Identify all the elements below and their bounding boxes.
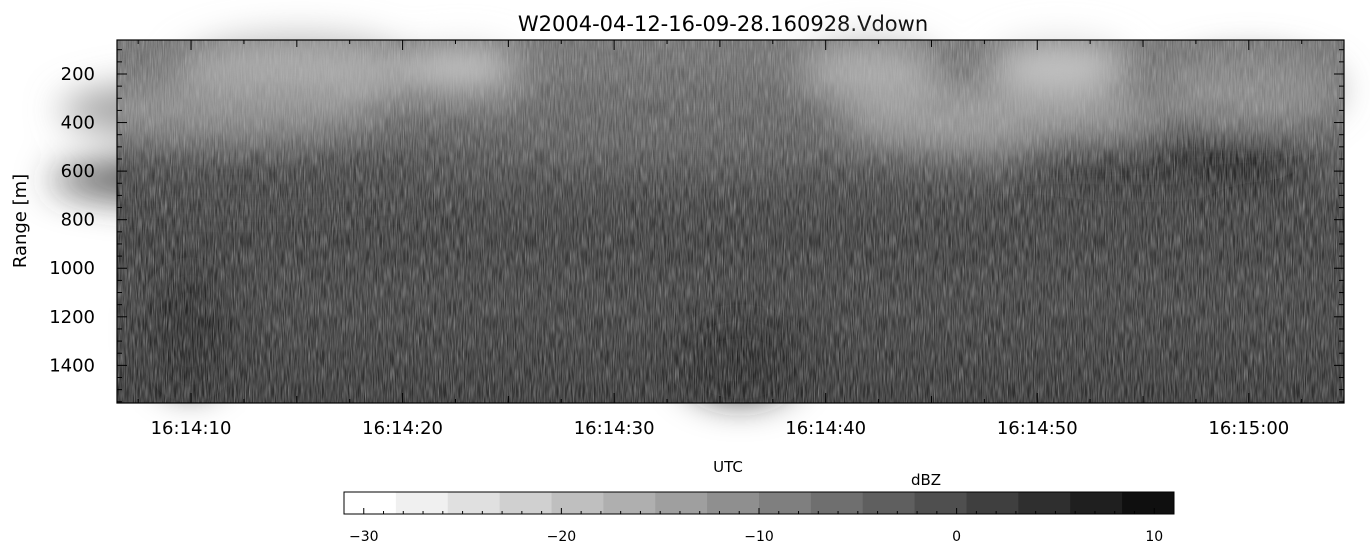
y-axis: 200 400 600 800 1000 1200 1400 [49,49,1344,403]
colorbar-swatch [1018,492,1071,514]
colorbar-swatch [395,492,449,514]
x-axis: 16:14:10 16:14:20 16:14:30 16:14:40 16:14:50… [137,40,1303,439]
colorbar-swatch [344,492,397,514]
x-tick-label: 16:14:10 [151,418,232,439]
colorbar-swatch [655,492,708,514]
y-tick-label: 1400 [49,355,95,376]
colorbar-tick-label: 10 [1145,529,1163,545]
colorbar-swatch [759,492,812,514]
x-tick-label: 16:14:20 [362,418,443,439]
colorbar-title: dBZ [911,471,941,489]
heatmap-area [50,35,1344,403]
x-axis-label: UTC [713,458,743,476]
colorbar-swatch [1122,492,1175,514]
colorbar-swatch [447,492,501,514]
y-tick-label: 1000 [49,258,95,279]
colorbar-swatch [499,492,552,514]
colorbar-swatch [966,492,1019,514]
chart-title: W2004-04-12-16-09-28.160928.Vdown [518,12,928,36]
colorbar-tick-label: −30 [349,529,379,545]
y-tick-label: 200 [61,64,95,85]
colorbar-swatch [707,492,760,514]
y-tick-label: 400 [61,113,95,134]
colorbar-tick-label: −10 [744,529,774,545]
y-tick-label: 600 [61,161,95,182]
y-tick-label: 1200 [49,307,95,328]
y-tick-label: 800 [61,210,95,231]
colorbar-swatch [1070,492,1123,514]
colorbar: −30 −20 −10 0 10 [343,491,1175,545]
colorbar-tick-label: −20 [547,529,577,545]
colorbar-swatch [914,492,967,514]
y-axis-label: Range [m] [10,174,31,268]
colorbar-tick-label: 0 [952,529,961,545]
colorbar-swatch [862,492,916,514]
x-tick-label: 16:14:40 [785,418,866,439]
x-tick-label: 16:14:50 [997,418,1078,439]
colorbar-swatch [551,492,604,514]
colorbar-swatch [603,492,656,514]
colorbar-swatch [810,492,864,514]
x-tick-label: 16:14:30 [574,418,655,439]
x-tick-label: 16:15:00 [1208,418,1289,439]
